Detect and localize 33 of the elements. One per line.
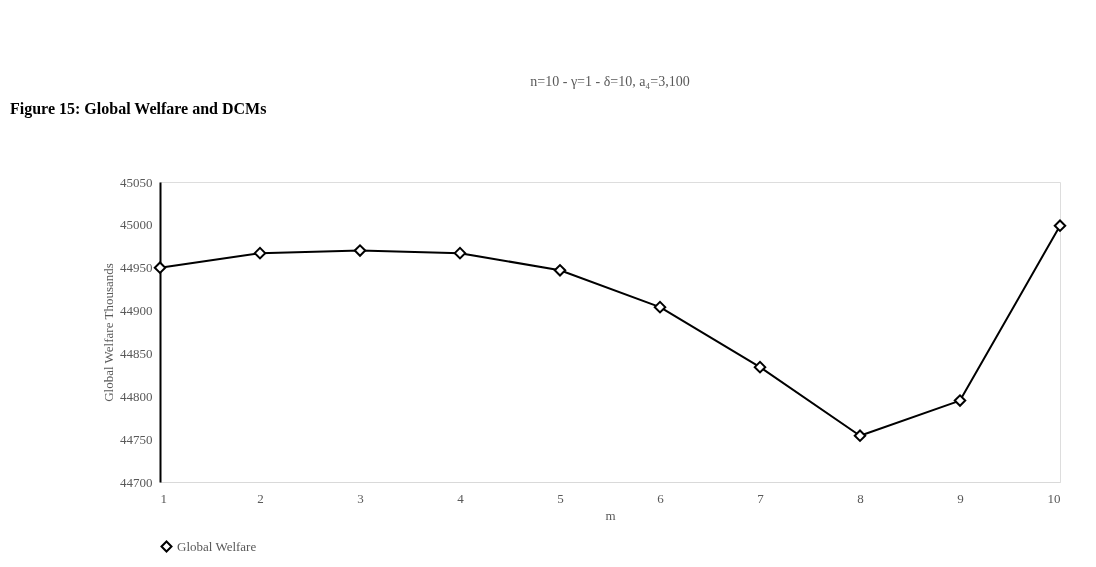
x-tick-label: 7 [757,490,765,506]
caption: Figure 15: Global Welfare and DCMs [10,100,267,118]
point [1053,219,1067,232]
point [353,244,367,257]
x-tick-label: 10 [1047,490,1061,506]
x-tick-label: 6 [657,490,665,506]
point [753,360,767,374]
point [253,246,267,260]
point [653,300,667,314]
y-tick-label: 44750 [120,431,153,447]
x-tick-label: 2 [257,490,264,506]
x-tick-label: 8 [857,490,864,506]
x-axis-title: m [605,507,616,523]
point [453,246,467,260]
x-tick-label: 9 [957,490,964,506]
point [853,429,867,442]
x-tick-label: 3 [357,490,364,506]
x-tick-label: 1 [160,490,167,506]
y-tick-label: 44800 [120,388,153,404]
y-axis-title: Global Welfare Thousands [101,263,116,402]
point [553,264,567,277]
y-tick-label: 44850 [120,345,153,361]
y-tick-label: 45000 [120,217,153,233]
x-tick-label: 5 [557,490,564,506]
y-tick-label: 44950 [120,260,153,276]
legend-label: Global Welfare [177,538,257,554]
point [953,394,967,407]
point [153,261,167,274]
y-tick-label: 44900 [120,303,153,319]
chart-title: n=10 - γ=1 - δ=10, a₄=3,100 [530,74,690,89]
y-tick-label: 45050 [120,174,153,190]
x-tick-label: 4 [457,490,465,506]
y-tick-label: 44700 [120,474,153,490]
